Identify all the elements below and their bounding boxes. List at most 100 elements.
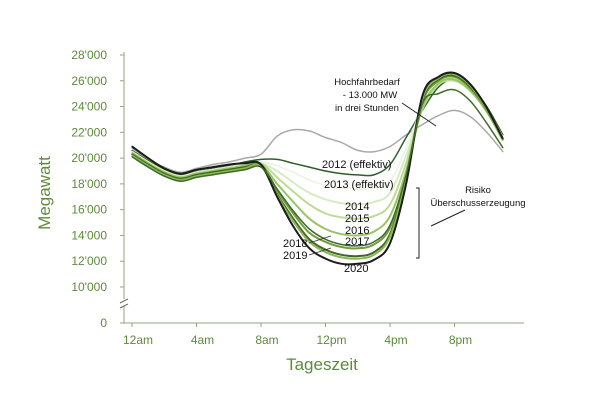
data-point bbox=[131, 145, 133, 148]
data-point bbox=[276, 183, 278, 185]
data-point bbox=[437, 76, 439, 78]
data-point bbox=[324, 136, 327, 139]
leader-line-2018 bbox=[308, 235, 332, 244]
annotation-ramp-line-2: - 13.000 MW bbox=[343, 90, 397, 101]
series-label-2013: 2013 (effektiv) bbox=[324, 179, 394, 191]
data-point bbox=[405, 136, 407, 139]
data-point bbox=[308, 228, 310, 230]
x-tick-label: 8am bbox=[255, 333, 278, 347]
data-point bbox=[389, 203, 391, 206]
ramp-arrow bbox=[401, 102, 437, 127]
data-point bbox=[389, 145, 391, 148]
data-point bbox=[502, 138, 504, 140]
annotation-risk-line-1: Risiko bbox=[465, 185, 491, 196]
data-point bbox=[131, 151, 133, 153]
series-label-2016: 2016 bbox=[345, 225, 369, 237]
x-tick-label: 4pm bbox=[384, 333, 407, 347]
data-point bbox=[228, 164, 230, 166]
data-point bbox=[260, 164, 262, 166]
x-tick-label: 4am bbox=[191, 333, 214, 347]
series-label-2017: 2017 bbox=[345, 236, 369, 248]
data-point bbox=[421, 95, 423, 97]
data-point bbox=[308, 232, 310, 234]
risk-bracket bbox=[416, 187, 420, 259]
data-point bbox=[308, 192, 310, 194]
data-point bbox=[292, 171, 294, 173]
data-point bbox=[341, 202, 343, 204]
data-point bbox=[357, 149, 359, 151]
data-point bbox=[195, 169, 198, 171]
annotation-ramp-line-3: in drei Stunden bbox=[335, 103, 399, 114]
data-point bbox=[292, 182, 294, 184]
data-point bbox=[373, 254, 375, 256]
data-point bbox=[292, 210, 294, 212]
y-tick-label: 22'000 bbox=[71, 125, 107, 139]
data-point bbox=[292, 129, 294, 131]
data-point bbox=[131, 156, 133, 158]
data-point bbox=[389, 242, 391, 244]
data-point bbox=[308, 247, 310, 249]
series-line-6 bbox=[131, 75, 504, 250]
data-point bbox=[195, 175, 198, 177]
data-point bbox=[244, 157, 246, 159]
data-point bbox=[276, 165, 278, 167]
series-label-2015: 2015 bbox=[345, 213, 369, 225]
annotation-ramp-line-1: Hochfahrbedarf bbox=[334, 77, 400, 88]
data-point bbox=[405, 147, 407, 149]
data-point bbox=[470, 100, 472, 102]
data-point bbox=[308, 218, 310, 220]
data-point bbox=[357, 247, 359, 249]
data-point bbox=[373, 251, 375, 253]
data-point bbox=[341, 254, 343, 256]
data-point bbox=[163, 175, 165, 177]
series-label-2018: 2018 bbox=[283, 238, 307, 250]
data-point bbox=[228, 171, 230, 173]
series-line-0 bbox=[131, 109, 504, 174]
data-point bbox=[502, 151, 504, 153]
data-point bbox=[486, 107, 488, 109]
data-point bbox=[228, 170, 230, 172]
data-point bbox=[212, 173, 214, 175]
data-point bbox=[421, 124, 423, 126]
data-point bbox=[195, 176, 198, 178]
x-tick-label: 8pm bbox=[449, 333, 472, 347]
y-axis-title: Megawatt bbox=[35, 156, 54, 230]
data-point bbox=[373, 241, 375, 243]
data-point bbox=[405, 174, 407, 176]
data-point bbox=[389, 224, 391, 226]
data-point bbox=[292, 201, 294, 203]
data-point bbox=[131, 149, 133, 151]
data-point bbox=[389, 164, 391, 166]
data-point bbox=[389, 236, 391, 238]
y-axis: 28'000 26'000 24'000 22'000 20'000 18'000 16'0… bbox=[71, 48, 129, 330]
data-point bbox=[131, 153, 133, 155]
data-point bbox=[373, 201, 375, 203]
y-tick-label: 14'000 bbox=[71, 228, 107, 242]
data-point bbox=[470, 116, 472, 118]
y-tick-label: 26'000 bbox=[71, 74, 107, 88]
series-label-2014: 2014 bbox=[345, 201, 369, 213]
data-point bbox=[357, 258, 359, 260]
data-point bbox=[373, 174, 375, 176]
y-tick-label: 20'000 bbox=[71, 151, 107, 165]
data-point bbox=[470, 84, 472, 86]
x-axis-title: Tageszeit bbox=[286, 355, 358, 374]
y-tick-label: 24'000 bbox=[71, 100, 107, 114]
data-point bbox=[324, 258, 327, 260]
data-point bbox=[373, 215, 375, 217]
series-label-2012: 2012 (effektiv) bbox=[322, 159, 392, 171]
series-line-9 bbox=[131, 71, 504, 266]
series-label-2019: 2019 bbox=[283, 250, 307, 262]
data-point bbox=[276, 170, 278, 172]
data-point bbox=[228, 161, 230, 163]
data-point bbox=[324, 198, 327, 200]
data-point bbox=[179, 180, 181, 182]
data-point bbox=[421, 103, 423, 105]
data-point bbox=[308, 203, 310, 206]
data-point bbox=[421, 107, 423, 109]
data-point bbox=[260, 153, 262, 155]
y-tick-label: 28'000 bbox=[71, 48, 107, 62]
data-point bbox=[373, 259, 375, 261]
data-point bbox=[389, 180, 391, 182]
data-point bbox=[244, 162, 246, 164]
